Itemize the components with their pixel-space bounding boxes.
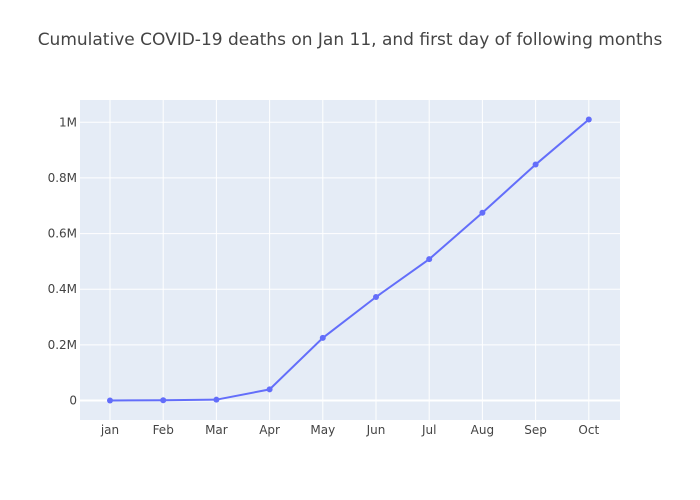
y-tick-label: 0: [69, 394, 77, 408]
x-tick-label: Mar: [205, 423, 228, 437]
y-tick-label: 0.8M: [48, 171, 77, 185]
x-tick-label: Oct: [578, 423, 599, 437]
y-tick-label: 0.4M: [48, 282, 77, 296]
x-tick-label: Apr: [259, 423, 280, 437]
data-point: [160, 397, 167, 404]
plot-area: [80, 100, 620, 420]
y-tick-label: 0.6M: [48, 227, 77, 241]
data-point: [213, 396, 220, 403]
data-point: [266, 386, 273, 393]
y-tick-label: 1M: [59, 115, 77, 129]
data-point: [532, 161, 539, 168]
x-tick-label: Aug: [471, 423, 494, 437]
series-line: [109, 118, 590, 402]
x-tick-label: Jul: [421, 423, 436, 437]
x-tick-label: May: [310, 423, 335, 437]
data-point: [426, 256, 433, 263]
data-point: [479, 209, 486, 216]
x-tick-label: Feb: [153, 423, 174, 437]
data-point: [107, 397, 113, 404]
chart-title: Cumulative COVID-19 deaths on Jan 11, an…: [37, 30, 663, 50]
data-point: [585, 116, 592, 123]
x-tick-label: Sep: [524, 423, 547, 437]
data-point: [319, 334, 326, 341]
x-tick-label: jan: [100, 423, 119, 437]
data-point: [373, 294, 379, 301]
x-tick-label: Jun: [366, 423, 386, 437]
y-tick-label: 0.2M: [48, 338, 77, 352]
